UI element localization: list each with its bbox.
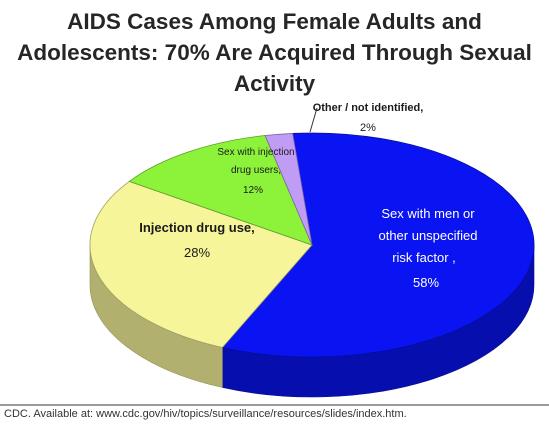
pie-slice-2	[128, 135, 313, 246]
chart-title: AIDS Cases Among Female Adults and Adole…	[0, 6, 549, 99]
other-leader-line	[309, 107, 318, 133]
title-line-2: Adolescents: 70% Are Acquired Through Se…	[17, 40, 532, 65]
label-other-line1: Other / not identified,	[313, 102, 424, 114]
title-line-1: AIDS Cases Among Female Adults and	[67, 9, 482, 34]
label-men-line1: Sex with men or	[381, 206, 475, 221]
slice-labels: Sex with men or other unspecified risk fac…	[139, 102, 477, 290]
label-sexidu-line2: drug users,	[231, 165, 281, 176]
title-line-3: Activity	[233, 71, 316, 96]
label-men-value: 58%	[413, 275, 439, 290]
label-idu-value: 28%	[184, 245, 210, 260]
pie-slices	[89, 132, 535, 358]
label-other-value: 2%	[360, 122, 376, 134]
pie-slice-0	[221, 132, 535, 358]
source-note: CDC. Available at: www.cdc.gov/hiv/topic…	[4, 408, 407, 420]
label-idu-line1: Injection drug use,	[139, 220, 255, 235]
pie-slice-3	[264, 133, 313, 246]
pie-slice-1	[89, 180, 313, 348]
footer-divider	[0, 404, 549, 406]
label-men-line2: other unspecified	[378, 228, 477, 243]
label-sexidu-line1: Sex with injection	[217, 147, 294, 158]
label-men-line3: risk factor ,	[392, 250, 456, 265]
label-sexidu-value: 12%	[243, 185, 263, 196]
